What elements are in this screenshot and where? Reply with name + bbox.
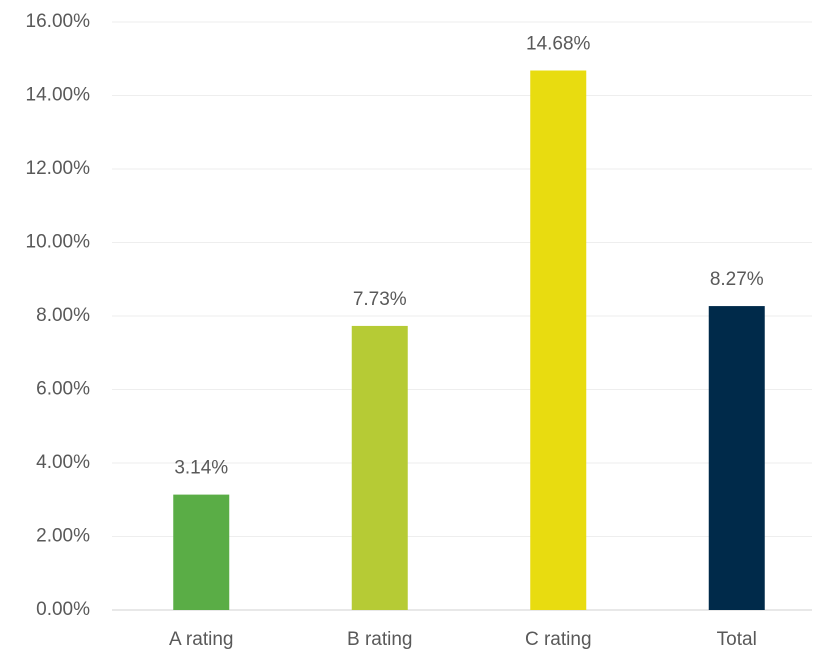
y-tick-label: 14.00% [26, 85, 91, 106]
x-tick-label: C rating [525, 629, 592, 650]
bar [173, 494, 230, 610]
data-label: 14.68% [526, 34, 591, 55]
y-tick-label: 8.00% [36, 305, 90, 326]
y-tick-label: 16.00% [26, 11, 91, 32]
x-tick-label: B rating [347, 629, 412, 650]
x-tick-label: Total [717, 629, 757, 650]
y-tick-label: 2.00% [36, 526, 90, 547]
y-tick-label: 6.00% [36, 379, 90, 400]
data-label: 3.14% [174, 458, 228, 479]
y-tick-label: 0.00% [36, 599, 90, 620]
y-tick-label: 4.00% [36, 452, 90, 473]
x-tick-label: A rating [169, 629, 233, 650]
bar [530, 70, 587, 610]
data-label: 8.27% [710, 269, 764, 290]
y-tick-label: 10.00% [26, 232, 91, 253]
bar [708, 306, 765, 610]
bar [351, 325, 408, 610]
data-label: 7.73% [353, 289, 407, 310]
y-tick-label: 12.00% [26, 158, 91, 179]
